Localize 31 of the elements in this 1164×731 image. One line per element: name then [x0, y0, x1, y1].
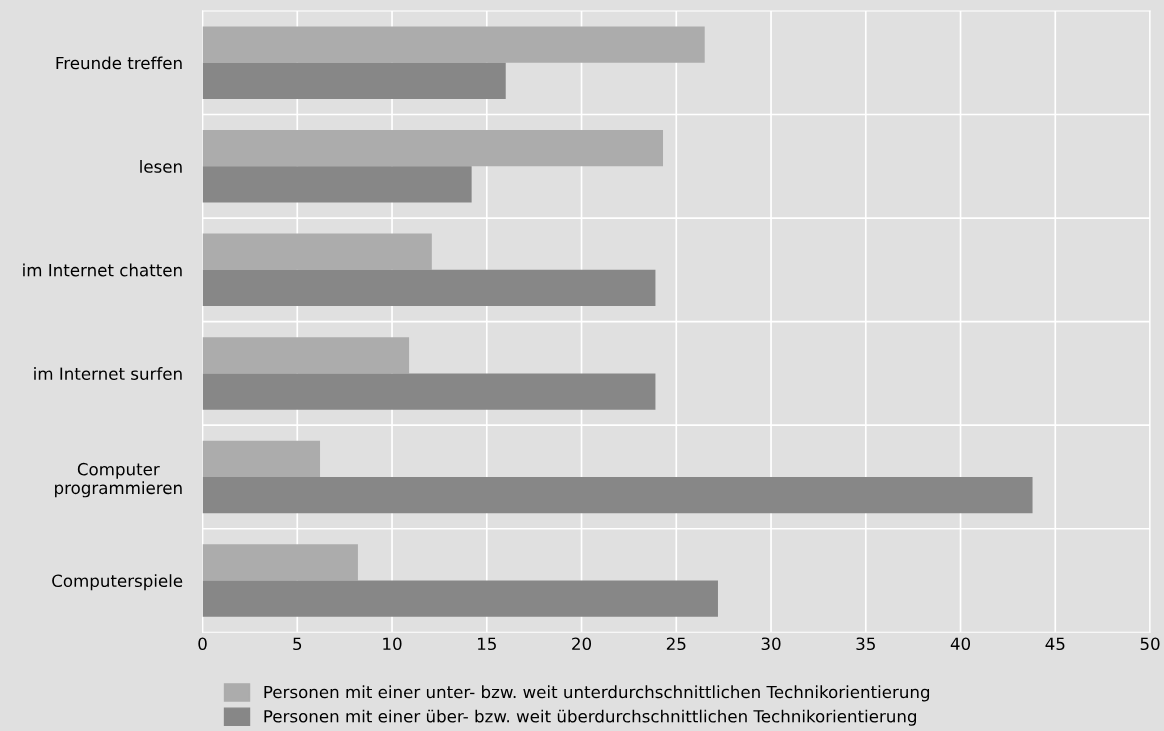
bar — [202, 233, 432, 270]
y-tick-label: Freunde treffen — [56, 56, 182, 70]
bar — [202, 337, 410, 374]
y-tick-label: im Internet surfen — [34, 367, 182, 380]
x-tick-label: 5 — [293, 637, 302, 651]
x-tick-label: 20 — [572, 637, 592, 651]
bar — [202, 373, 656, 410]
legend-label: Personen mit einer unter- bzw. weit unterdurchschnittlichen Technikorientierung — [264, 685, 930, 702]
x-tick-label: 30 — [761, 637, 781, 651]
bar — [202, 62, 506, 99]
bar — [202, 440, 321, 477]
bar — [202, 26, 705, 63]
x-tick-label: 10 — [383, 637, 402, 651]
x-tick-label: 25 — [666, 637, 686, 651]
y-tick-label: lesen — [140, 159, 182, 173]
bar — [202, 544, 358, 581]
x-tick-label: 50 — [1140, 637, 1160, 651]
bar — [202, 166, 472, 203]
x-tick-label: 40 — [950, 637, 971, 651]
legend-label: Personen mit einer über- bzw. weit überdurchschnittlichen Technikorientierung — [264, 709, 916, 726]
bar — [202, 130, 664, 167]
x-tick-label: 15 — [478, 637, 496, 651]
x-tick-label: 0 — [198, 637, 207, 651]
y-tick-label: Computerspiele — [52, 574, 183, 591]
x-tick-label: 35 — [856, 637, 875, 651]
bar — [202, 580, 718, 617]
bar — [202, 269, 656, 307]
x-tick-label: 45 — [1045, 637, 1065, 651]
bar — [202, 476, 1033, 514]
y-tick-label: Computer programmieren — [55, 462, 182, 498]
y-tick-label: im Internet chatten — [23, 263, 182, 277]
